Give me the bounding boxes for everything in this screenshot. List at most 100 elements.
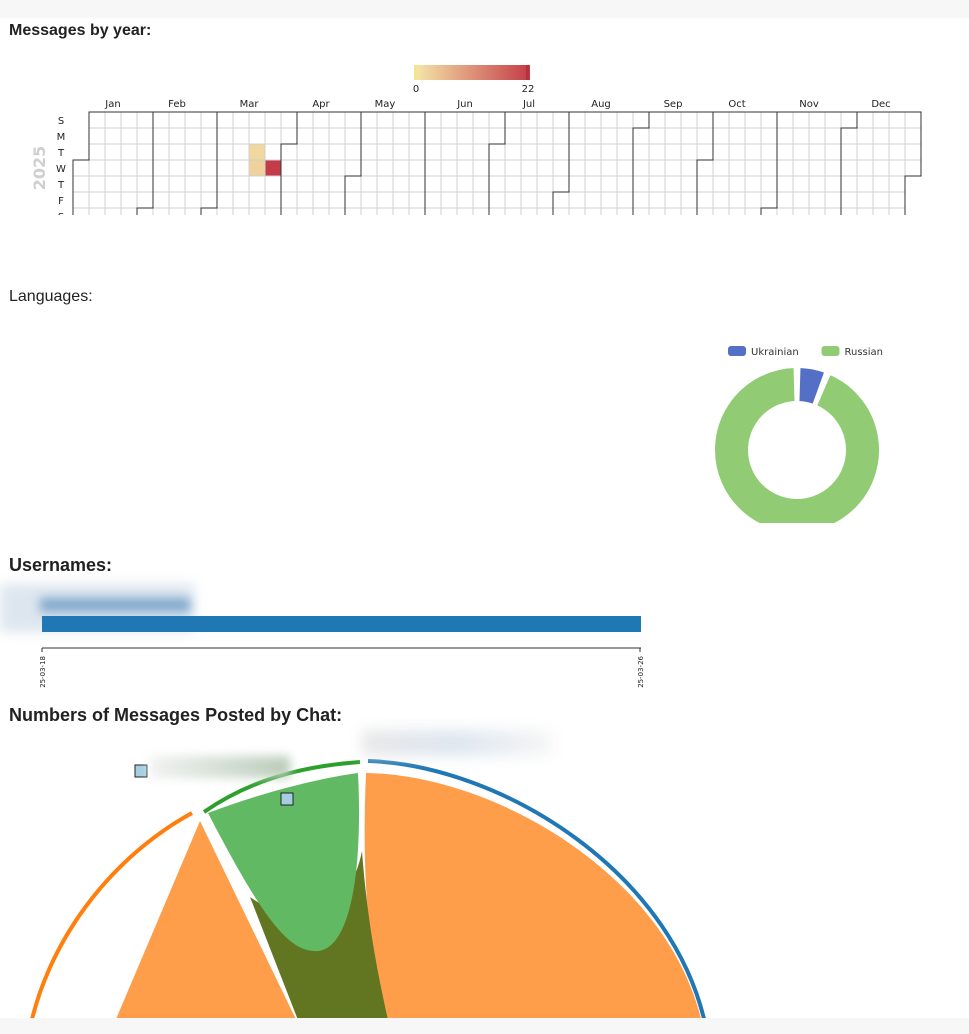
heatmap-cell (872, 159, 890, 177)
heatmap-cell (392, 127, 410, 145)
heatmap-cell (184, 207, 202, 215)
heatmap-cell (584, 159, 602, 177)
heatmap-cell (568, 207, 586, 215)
segment-green (208, 773, 360, 952)
heatmap-month-label: Oct (728, 99, 745, 110)
heatmap-cell (680, 127, 698, 145)
heatmap-cell (456, 111, 474, 129)
heatmap-cell (520, 207, 538, 215)
heatmap-cell (696, 175, 714, 193)
heatmap-cell (168, 143, 186, 161)
heatmap-cell (344, 159, 362, 177)
heatmap-month-label: Jul (522, 99, 535, 110)
heatmap-cell (600, 207, 618, 215)
heatmap-cell (616, 175, 634, 193)
heatmap-cell (488, 191, 506, 209)
heatmap-cell (328, 207, 346, 215)
heatmap-cell (296, 111, 314, 129)
heatmap-cell (600, 175, 618, 193)
heatmap-cell (360, 191, 378, 209)
heatmap-cell (152, 159, 170, 177)
heatmap-cell (632, 191, 650, 209)
heatmap-cell (488, 143, 506, 161)
heatmap-cell-active (248, 143, 266, 161)
heatmap-cell (440, 127, 458, 145)
heatmap-cell (72, 207, 90, 215)
heatmap-scale-min-label: 0 (413, 84, 419, 95)
heatmap-cell (856, 159, 874, 177)
heatmap-cell (168, 191, 186, 209)
heatmap-cell (104, 175, 122, 193)
heatmap-cell (808, 207, 826, 215)
heatmap-cell (616, 127, 634, 145)
heatmap-cell-active (248, 159, 266, 177)
heatmap-cell (440, 143, 458, 161)
heatmap-cell (424, 111, 442, 129)
heatmap-cell (104, 207, 122, 215)
heatmap-weekday-label: T (57, 148, 65, 159)
heatmap-month-label: Nov (799, 99, 819, 110)
heatmap-cell (824, 159, 842, 177)
heatmap-cell (600, 111, 618, 129)
heatmap-month-label: Dec (871, 99, 890, 110)
heatmap-scale-max-marker (526, 65, 529, 80)
languages-donut-chart: Ukrainian Russian (713, 346, 883, 523)
heatmap-cell (664, 127, 682, 145)
heatmap-cell (88, 207, 106, 215)
heatmap-cell (360, 111, 378, 129)
heatmap-cell (552, 159, 570, 177)
heatmap-cell (72, 159, 90, 177)
heatmap-cell (568, 159, 586, 177)
heatmap-cell (696, 159, 714, 177)
heatmap-cell (808, 191, 826, 209)
heatmap-cell (456, 207, 474, 215)
heatmap-cell (536, 175, 554, 193)
heatmap-cell (776, 111, 794, 129)
heatmap-cell (376, 207, 394, 215)
heatmap-cell (376, 111, 394, 129)
heatmap-cell (664, 111, 682, 129)
heatmap-cell (264, 175, 282, 193)
usernames-timeline-chart: 2025-03-18 2025-03-26 (39, 616, 645, 688)
heatmap-cell (184, 159, 202, 177)
heatmap-cell (408, 207, 426, 215)
heatmap-cell (744, 159, 762, 177)
heatmap-cell (648, 127, 666, 145)
heatmap-cell (184, 111, 202, 129)
donut-slice-russian (713, 366, 881, 523)
heatmap-cell (760, 159, 778, 177)
heatmap-cell (776, 175, 794, 193)
heatmap-month-label: Apr (312, 99, 330, 110)
heatmap-weekday-label: M (57, 132, 66, 143)
heatmap-cell (152, 207, 170, 215)
heatmap-cell (824, 207, 842, 215)
heatmap-cell (856, 111, 874, 129)
page: Messages by year: 0 22 Jan Feb Mar Apr May Jun J… (0, 18, 969, 1018)
heatmap-cell (616, 111, 634, 129)
heatmap-cell (328, 191, 346, 209)
languages-title: Languages: (9, 288, 93, 305)
heatmap-cell (136, 143, 154, 161)
heatmap-cell (344, 175, 362, 193)
heatmap-cell (312, 191, 330, 209)
heatmap-cell (808, 111, 826, 129)
heatmap-month-label: Jan (104, 99, 120, 110)
heatmap-cell (312, 175, 330, 193)
heatmap-cell (264, 127, 282, 145)
heatmap-cell (552, 207, 570, 215)
heatmap-cell (808, 127, 826, 145)
heatmap-cell (280, 207, 298, 215)
heatmap-cell (120, 191, 138, 209)
heatmap-cell (376, 127, 394, 145)
heatmap-cell (744, 127, 762, 145)
heatmap-cell (792, 127, 810, 145)
heatmap-cell (440, 159, 458, 177)
heatmap-cell (632, 127, 650, 145)
heatmap-cell (248, 111, 266, 129)
usernames-title: Usernames: (9, 555, 113, 575)
heatmap-cell (744, 111, 762, 129)
heatmap-cell (296, 159, 314, 177)
heatmap-cell (216, 191, 234, 209)
heatmap-cell (200, 159, 218, 177)
heatmap-cell (200, 207, 218, 215)
